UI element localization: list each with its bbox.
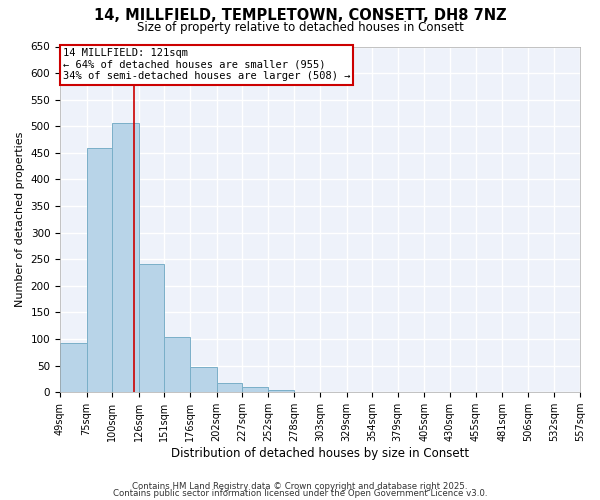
Text: 14, MILLFIELD, TEMPLETOWN, CONSETT, DH8 7NZ: 14, MILLFIELD, TEMPLETOWN, CONSETT, DH8 … <box>94 8 506 22</box>
Text: Size of property relative to detached houses in Consett: Size of property relative to detached ho… <box>137 22 463 35</box>
Bar <box>164 337 190 392</box>
Bar <box>60 344 86 392</box>
Bar <box>268 390 295 392</box>
X-axis label: Distribution of detached houses by size in Consett: Distribution of detached houses by size … <box>171 447 469 460</box>
Y-axis label: Number of detached properties: Number of detached properties <box>15 132 25 307</box>
Text: Contains public sector information licensed under the Open Government Licence v3: Contains public sector information licen… <box>113 489 487 498</box>
Bar <box>190 367 217 392</box>
Bar <box>139 264 164 392</box>
Bar <box>242 387 268 392</box>
Text: Contains HM Land Registry data © Crown copyright and database right 2025.: Contains HM Land Registry data © Crown c… <box>132 482 468 491</box>
Bar <box>112 122 139 392</box>
Bar <box>217 382 242 392</box>
Text: 14 MILLFIELD: 121sqm
← 64% of detached houses are smaller (955)
34% of semi-deta: 14 MILLFIELD: 121sqm ← 64% of detached h… <box>62 48 350 82</box>
Bar <box>86 148 112 392</box>
